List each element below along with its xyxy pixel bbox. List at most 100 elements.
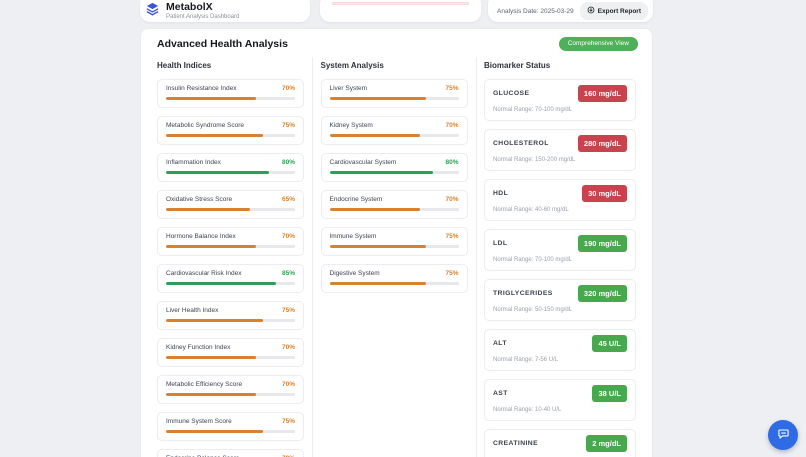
biomarker-value-badge: 160 mg/dL [577, 85, 627, 102]
biomarker-normal-range: Normal Range: 7-56 U/L [493, 357, 559, 363]
export-report-label: Export Report [597, 7, 641, 15]
biomarker-name: TRIGLYCERIDES [493, 290, 553, 297]
biomarker-name: LDL [493, 240, 508, 247]
biomarker-status-title: Biomarker Status [484, 61, 551, 70]
biomarker-row: HDL 30 mg/dL [493, 185, 627, 202]
system-label: Immune System [329, 233, 377, 240]
index-label: Cardiovascular Risk Index [166, 270, 242, 277]
biomarker-name: AST [493, 390, 508, 397]
index-label: Endocrine Balance Score [166, 455, 239, 457]
biomarker-name: HDL [493, 190, 509, 197]
index-label: Liver Health Index [166, 307, 219, 314]
analysis-date-label: Analysis Date: 2025-03-29 [497, 7, 574, 15]
system-value: 70% [445, 122, 459, 129]
health-index-card: Immune System Score 75% [157, 412, 304, 441]
chat-fab-button[interactable] [768, 420, 798, 450]
index-row: Immune System 75% [330, 233, 459, 240]
system-card: Immune System 75% [320, 227, 468, 256]
progress-fill [329, 245, 427, 248]
progress-track [166, 97, 295, 100]
biomarker-row: GLUCOSE 160 mg/dL [493, 85, 627, 102]
layers-icon [145, 1, 160, 21]
index-value: 75% [281, 418, 295, 425]
index-label: Insulin Resistance Index [166, 85, 237, 92]
index-value: 75% [281, 122, 295, 129]
index-row: Oxidative Stress Score 65% [166, 196, 295, 203]
biomarker-normal-range: Normal Range: 150-200 mg/dL [493, 157, 576, 163]
progress-fill [329, 171, 433, 174]
biomarker-name: ALT [493, 340, 507, 347]
brand-text: MetabolX Patient Analysis Dashboard [166, 2, 239, 21]
biomarker-name: CHOLESTEROL [493, 140, 549, 147]
progress-track [166, 430, 295, 433]
biomarker-normal-range: Normal Range: 70-100 mg/dL [493, 107, 573, 113]
index-label: Inflammation Index [166, 159, 221, 166]
progress-fill [166, 356, 257, 359]
progress-track [166, 245, 295, 248]
biomarker-normal-range: Normal Range: 50-150 mg/dL [493, 307, 573, 313]
index-row: Cardiovascular System 80% [330, 159, 459, 166]
index-row: Kidney Function Index 70% [166, 344, 295, 351]
index-label: Kidney Function Index [166, 344, 231, 351]
download-circle-icon [587, 6, 595, 16]
biomarker-list: GLUCOSE 160 mg/dL Normal Range: 70-100 m… [484, 79, 636, 457]
biomarker-value-badge: 38 U/L [592, 385, 627, 402]
index-row: Insulin Resistance Index 70% [166, 85, 295, 92]
system-label: Kidney System [329, 122, 373, 129]
page-title: Advanced Health Analysis [157, 38, 288, 50]
system-card: Endocrine System 70% [320, 190, 468, 219]
progress-track [329, 208, 459, 211]
progress-fill [166, 208, 250, 211]
biomarker-normal-range: Normal Range: 70-100 mg/dL [493, 257, 573, 263]
system-label: Cardiovascular System [329, 159, 397, 166]
biomarker-value-badge: 45 U/L [592, 335, 627, 352]
system-analysis-list: Liver System 75% Kidney System 70% [320, 79, 468, 293]
system-card: Kidney System 70% [320, 116, 468, 145]
progress-track [166, 282, 295, 285]
progress-fill [166, 282, 276, 285]
health-index-card: Metabolic Syndrome Score 75% [157, 116, 304, 145]
progress-fill [166, 97, 257, 100]
biomarker-normal-range: Normal Range: 10-40 U/L [493, 407, 562, 413]
chat-bubble-icon [777, 427, 790, 443]
index-label: Immune System Score [166, 418, 232, 425]
index-row: Liver Health Index 75% [166, 307, 295, 314]
comprehensive-view-badge: Comprehensive View [558, 37, 638, 51]
progress-track [329, 245, 459, 248]
export-report-button[interactable]: Export Report [579, 2, 648, 20]
biomarker-value-badge: 30 mg/dL [582, 185, 627, 202]
biomarker-value-badge: 280 mg/dL [577, 135, 627, 152]
system-value: 70% [445, 196, 459, 203]
biomarker-row: TRIGLYCERIDES 320 mg/dL [493, 285, 627, 302]
index-row: Immune System Score 75% [166, 418, 295, 425]
index-row: Endocrine Balance Score 70% [166, 455, 295, 457]
system-analysis-column: System Analysis Liver System 75% [320, 57, 468, 457]
system-card: Digestive System 75% [320, 264, 468, 293]
panel-header: Advanced Health Analysis Comprehensive V… [141, 29, 652, 55]
biomarker-normal-range: Normal Range: 40-60 mg/dL [493, 207, 569, 213]
index-value: 85% [281, 270, 295, 277]
biomarker-card: TRIGLYCERIDES 320 mg/dL Normal Range: 50… [484, 279, 636, 321]
biomarker-name: CREATININE [493, 440, 539, 447]
biomarker-card: CREATININE 2 mg/dL Normal Range: 0.6-1.2… [484, 429, 636, 457]
index-row: Metabolic Syndrome Score 75% [166, 122, 295, 129]
column-divider [475, 57, 476, 457]
progress-fill [166, 134, 263, 137]
index-row: Metabolic Efficiency Score 70% [166, 381, 295, 388]
progress-track [166, 393, 295, 396]
health-indices-list: Insulin Resistance Index 70% Metabolic S… [157, 79, 304, 457]
progress-fill [166, 393, 257, 396]
biomarker-card: AST 38 U/L Normal Range: 10-40 U/L [484, 379, 636, 421]
biomarker-card: CHOLESTEROL 280 mg/dL Normal Range: 150-… [484, 129, 636, 171]
progress-fill [329, 208, 420, 211]
biomarker-name: GLUCOSE [493, 90, 530, 97]
health-index-card: Insulin Resistance Index 70% [157, 79, 304, 108]
progress-track [329, 171, 459, 174]
brand-card: MetabolX Patient Analysis Dashboard [140, 0, 310, 22]
index-value: 80% [281, 159, 295, 166]
date-export-card: Analysis Date: 2025-03-29 Export Report [488, 0, 653, 22]
progress-track [166, 319, 295, 322]
health-index-card: Liver Health Index 75% [157, 301, 304, 330]
index-label: Metabolic Syndrome Score [166, 122, 245, 129]
